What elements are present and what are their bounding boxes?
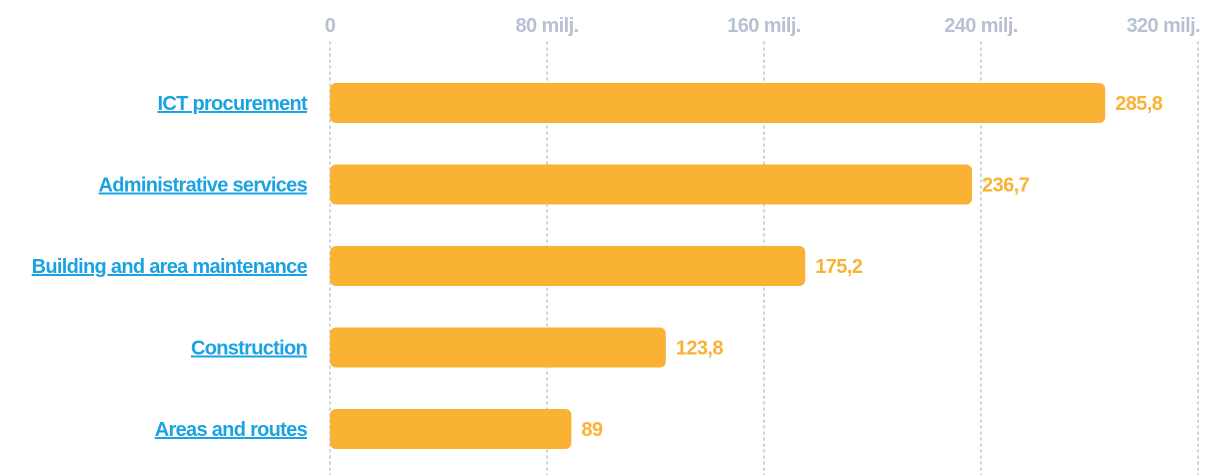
- value-labels: 285,8 236,7 175,2 123,8 89: [581, 93, 1163, 441]
- x-axis-ticks: 0 80 milj. 160 milj. 240 milj. 320 milj.: [325, 15, 1201, 37]
- category-link[interactable]: Areas and routes: [155, 419, 308, 441]
- bar: [330, 164, 973, 205]
- bar: [330, 327, 666, 368]
- x-tick-label: 320 milj.: [1126, 15, 1200, 37]
- x-tick-label: 80 milj.: [515, 15, 578, 37]
- category-link[interactable]: Building and area maintenance: [32, 256, 309, 278]
- bar: [330, 83, 1106, 123]
- bar: [330, 246, 806, 286]
- value-label: 123,8: [676, 338, 724, 360]
- category-labels: ICT procurement Administrative services Bu…: [32, 93, 309, 441]
- bars: [330, 83, 1106, 449]
- category-link[interactable]: Construction: [191, 338, 308, 360]
- value-label: 175,2: [815, 256, 863, 278]
- x-tick-label: 0: [325, 15, 336, 37]
- value-label: 285,8: [1115, 93, 1163, 115]
- category-link[interactable]: Administrative services: [99, 175, 309, 197]
- category-link[interactable]: ICT procurement: [157, 93, 308, 115]
- x-tick-label: 160 milj.: [727, 15, 801, 37]
- value-label: 89: [581, 419, 603, 441]
- value-label: 236,7: [982, 175, 1030, 197]
- bar: [330, 409, 572, 449]
- x-tick-label: 240 milj.: [944, 15, 1018, 37]
